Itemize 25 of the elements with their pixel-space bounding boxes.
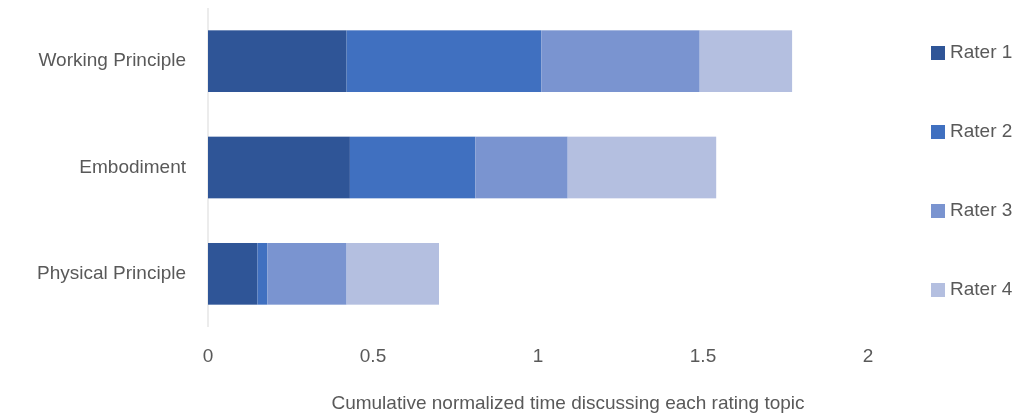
bar xyxy=(208,243,258,305)
bar xyxy=(346,243,439,305)
bar xyxy=(541,30,700,92)
bar xyxy=(267,243,347,305)
y-tick-label: Embodiment xyxy=(79,155,187,177)
bar xyxy=(346,30,542,92)
y-tick-label: Working Principle xyxy=(38,49,186,71)
x-tick-label: 1.5 xyxy=(689,345,717,366)
x-tick-label: 0 xyxy=(202,345,214,366)
bar xyxy=(257,243,268,305)
y-tick-label: Physical Principle xyxy=(37,261,186,283)
legend-label: Rater 2 xyxy=(950,120,1013,142)
bar xyxy=(699,30,793,92)
legend-label: Rater 4 xyxy=(950,278,1013,300)
legend-label: Rater 3 xyxy=(950,199,1013,221)
x-tick-label: 1 xyxy=(532,345,544,366)
bar xyxy=(208,30,347,92)
bar xyxy=(475,136,568,199)
x-tick-label: 0.5 xyxy=(359,345,387,366)
bar xyxy=(349,136,476,199)
x-axis-title: Cumulative normalized time discussing each rating topic xyxy=(331,392,805,413)
bar xyxy=(208,136,350,199)
bar xyxy=(567,136,717,199)
legend-label: Rater 1 xyxy=(950,41,1013,63)
x-tick-label: 2 xyxy=(862,345,874,366)
